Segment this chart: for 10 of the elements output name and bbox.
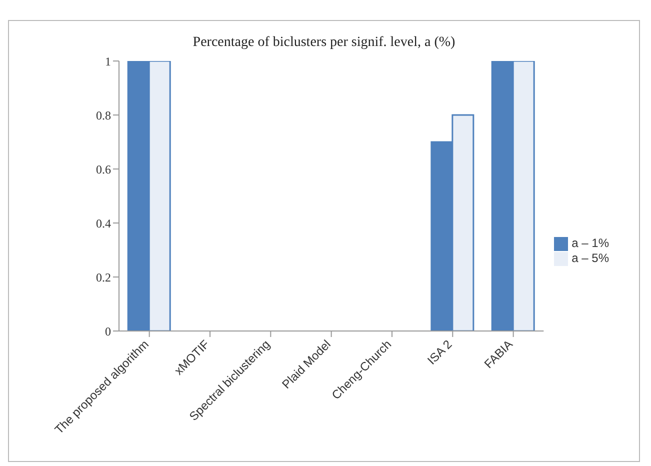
legend-label: a – 5%	[572, 251, 609, 265]
y-tick-label: 0	[105, 324, 111, 338]
legend-label: a – 1%	[572, 236, 609, 250]
y-tick-label: 1	[105, 54, 111, 68]
y-tick-label: 0.8	[96, 108, 111, 122]
y-tick-label: 0.4	[96, 216, 111, 230]
chart-title: Percentage of biclusters per signif. level, a (%)	[192, 35, 456, 51]
y-tick-label: 0.6	[96, 162, 111, 176]
x-tick-label: ISA 2	[424, 336, 455, 368]
y-tick-label: 0.2	[96, 270, 111, 284]
